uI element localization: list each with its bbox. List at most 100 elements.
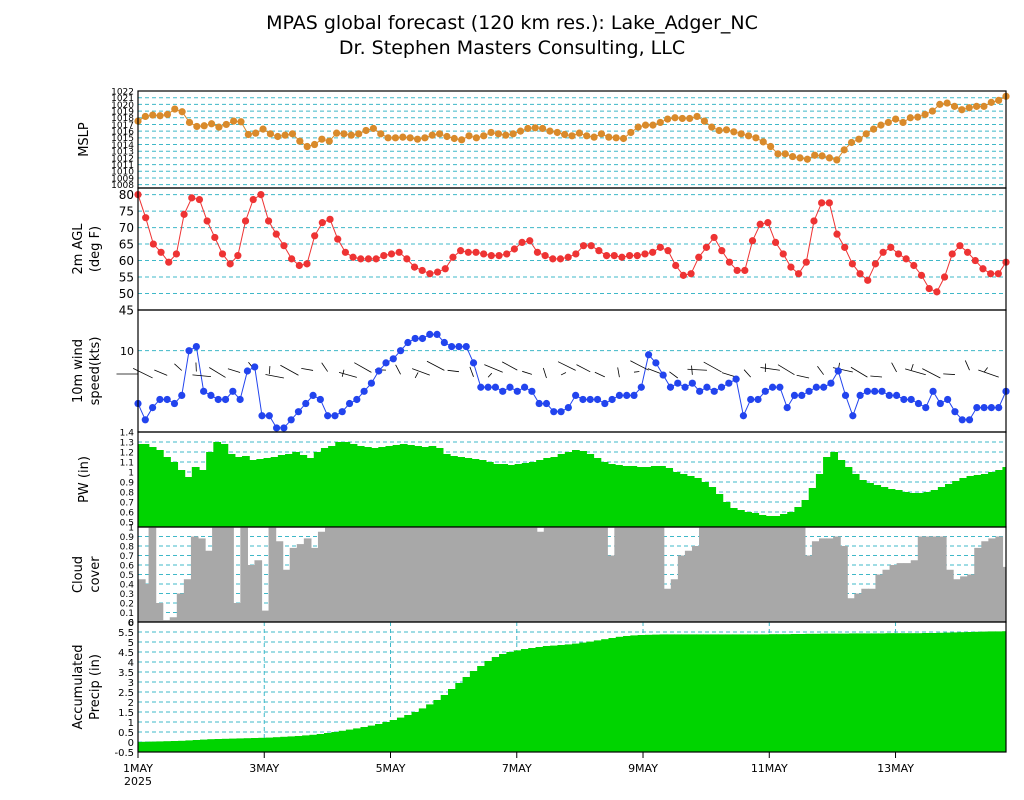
pw-in-bar bbox=[148, 447, 157, 527]
wind-barb bbox=[594, 371, 605, 378]
y-tick-label: 65 bbox=[119, 238, 134, 252]
2m-agl-deg-f-point bbox=[871, 260, 880, 268]
10m-wind-speed-kts-point bbox=[309, 391, 317, 399]
2m-agl-deg-f-point bbox=[318, 219, 326, 227]
2m-agl-deg-f-point bbox=[457, 247, 465, 255]
accumulated-precip-in-bar bbox=[849, 633, 858, 752]
accumulated-precip-in-bar bbox=[907, 633, 916, 752]
pw-in-bar bbox=[980, 474, 989, 527]
10m-wind-speed-kts-point bbox=[331, 412, 339, 420]
accumulated-precip-in-bar bbox=[637, 635, 646, 752]
10m-wind-speed-kts-point bbox=[783, 404, 791, 412]
10m-wind-speed-kts-point bbox=[608, 395, 616, 404]
mslp-point bbox=[583, 132, 591, 140]
cloud-cover-bar bbox=[212, 527, 220, 622]
accumulated-precip-in-bar bbox=[345, 729, 354, 752]
wind-barb bbox=[576, 364, 591, 373]
wind-barb bbox=[268, 366, 271, 375]
pw-in-bar bbox=[277, 455, 286, 527]
2m-agl-deg-f-point bbox=[257, 190, 265, 199]
10m-wind-speed-kts-point bbox=[258, 412, 266, 420]
pw-in-bar bbox=[858, 480, 867, 527]
accumulated-precip-in-bar bbox=[520, 649, 529, 752]
pw-in-bar bbox=[514, 464, 523, 527]
mslp-point bbox=[200, 122, 208, 130]
cloud-cover-bar bbox=[593, 527, 601, 622]
cloud-cover-bar bbox=[967, 574, 975, 622]
10m-wind-speed-kts-point bbox=[433, 330, 441, 338]
y-tick-label: 1022 bbox=[111, 87, 134, 97]
accumulated-precip-in-bar bbox=[747, 634, 755, 752]
10m-wind-speed-kts-point bbox=[623, 391, 631, 399]
mslp-point bbox=[487, 128, 495, 137]
accumulated-precip-in-bar bbox=[214, 739, 223, 752]
2m-agl-deg-f-point bbox=[894, 250, 903, 258]
mslp-point bbox=[627, 128, 635, 137]
mslp-point bbox=[318, 135, 326, 143]
10m-wind-speed-kts-point bbox=[572, 391, 580, 399]
10m-wind-speed-kts-point bbox=[287, 416, 295, 424]
accumulated-precip-in-bar bbox=[601, 639, 610, 752]
cloud-cover-bar bbox=[416, 527, 425, 622]
2m-agl-deg-f-point bbox=[779, 250, 787, 258]
panel-frame bbox=[137, 621, 1007, 753]
accumulated-precip-in-bar bbox=[251, 738, 259, 752]
y-tick-label: 60 bbox=[119, 254, 134, 268]
pw-in-bar bbox=[191, 467, 200, 527]
mslp-point bbox=[987, 98, 995, 106]
cloud-cover-bar bbox=[854, 593, 862, 622]
10m-wind-speed-kts-point bbox=[914, 399, 923, 408]
pw-in-bar bbox=[937, 487, 946, 527]
accumulated-precip-in-bar bbox=[141, 741, 150, 752]
2m-agl-deg-f-point bbox=[610, 251, 618, 260]
2m-agl-deg-f-point bbox=[910, 261, 918, 270]
cloud-cover-bar bbox=[762, 527, 771, 622]
accumulated-precip-in-bar bbox=[477, 666, 486, 752]
accumulated-precip-in-bar bbox=[710, 634, 719, 752]
10m-wind-speed-kts-point bbox=[965, 416, 974, 424]
y-tick-label: 80 bbox=[119, 188, 134, 202]
10m-wind-speed-kts-point bbox=[448, 343, 456, 351]
2m-agl-deg-f-point bbox=[226, 260, 234, 268]
y-tick-label: 0 bbox=[128, 738, 134, 749]
2m-agl-deg-f-point bbox=[633, 251, 641, 260]
accumulated-precip-in-bar bbox=[696, 634, 704, 752]
mslp-point bbox=[149, 111, 157, 119]
y-tick-label: 1015 bbox=[111, 134, 134, 144]
2m-agl-deg-f-point bbox=[933, 288, 941, 296]
cloud-cover-bar bbox=[649, 527, 658, 622]
wind-barb bbox=[922, 368, 941, 379]
cloud-cover-bar bbox=[226, 527, 234, 622]
wind-barb bbox=[630, 360, 649, 371]
cloud-cover-bar bbox=[430, 527, 439, 622]
pw-in-bar bbox=[593, 458, 602, 527]
10m-wind-speed-kts-point bbox=[951, 408, 959, 416]
2m-agl-deg-f-point bbox=[341, 248, 349, 256]
2m-agl-deg-f-point bbox=[395, 248, 403, 256]
accumulated-precip-in-bar bbox=[717, 634, 726, 752]
cloud-cover-bar bbox=[564, 527, 573, 622]
mslp-point bbox=[649, 121, 657, 129]
10m-wind-speed-kts-point bbox=[251, 363, 259, 371]
mslp-point bbox=[671, 114, 679, 122]
y-tick-label: 4.5 bbox=[118, 648, 134, 659]
x-tick-label: 11MAY bbox=[751, 762, 788, 775]
mslp-point bbox=[796, 154, 804, 162]
cloud-cover-bar bbox=[868, 588, 877, 622]
accumulated-precip-in-bar bbox=[776, 634, 785, 752]
2m-agl-deg-f-point bbox=[272, 230, 280, 238]
y-tick-label: 1018 bbox=[111, 114, 134, 124]
accumulated-precip-in-bar bbox=[652, 634, 661, 752]
cloud-cover-bar bbox=[360, 527, 368, 622]
pw-in-bar bbox=[234, 457, 243, 527]
wind-barb bbox=[414, 372, 419, 379]
2m-agl-deg-f-point bbox=[672, 261, 680, 270]
mslp-point bbox=[561, 130, 569, 139]
x-tick-label: 1MAY bbox=[123, 762, 153, 775]
cloud-cover-bar bbox=[190, 536, 199, 622]
mslp-point bbox=[406, 134, 414, 142]
cloud-cover-bar bbox=[268, 527, 277, 622]
y-axis-label: speed(kts) bbox=[88, 337, 103, 406]
10m-wind-speed-kts-point bbox=[484, 383, 492, 391]
cloud-cover-bar bbox=[769, 527, 778, 622]
